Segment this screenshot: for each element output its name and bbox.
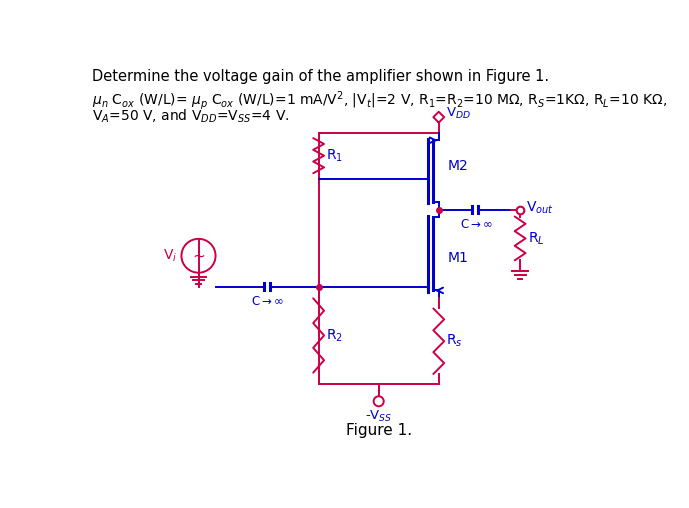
Text: R$_s$: R$_s$ xyxy=(446,333,462,350)
Text: V$_{out}$: V$_{out}$ xyxy=(526,200,554,216)
Text: Figure 1.: Figure 1. xyxy=(346,423,412,438)
Text: C$\rightarrow\infty$: C$\rightarrow\infty$ xyxy=(460,218,493,231)
Text: -V$_{SS}$: -V$_{SS}$ xyxy=(365,409,393,424)
Text: R$_2$: R$_2$ xyxy=(326,327,342,344)
Text: ~: ~ xyxy=(192,248,205,263)
Text: V$_A$=50 V, and V$_{DD}$=V$_{SS}$=4 V.: V$_A$=50 V, and V$_{DD}$=V$_{SS}$=4 V. xyxy=(92,108,290,125)
Text: M1: M1 xyxy=(448,250,469,265)
Text: Determine the voltage gain of the amplifier shown in Figure 1.: Determine the voltage gain of the amplif… xyxy=(92,70,549,84)
Text: M2: M2 xyxy=(448,158,469,173)
Text: C$\rightarrow\infty$: C$\rightarrow\infty$ xyxy=(251,295,284,308)
Text: V$_i$: V$_i$ xyxy=(163,247,177,264)
Text: R$_L$: R$_L$ xyxy=(528,230,544,247)
Text: $\mu_n$ C$_{ox}$ (W/L)= $\mu_p$ C$_{ox}$ (W/L)=1 mA/V$^2$, |V$_t$|=2 V, R$_1$=R$: $\mu_n$ C$_{ox}$ (W/L)= $\mu_p$ C$_{ox}$… xyxy=(92,89,668,112)
Text: R$_1$: R$_1$ xyxy=(326,147,342,164)
Text: V$_{DD}$: V$_{DD}$ xyxy=(446,106,471,121)
